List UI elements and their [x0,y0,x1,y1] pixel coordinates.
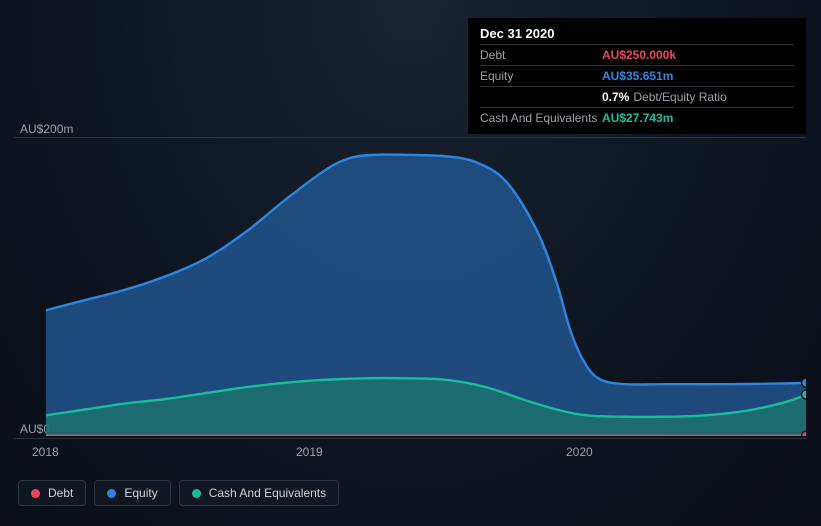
tooltip-row-label: Debt [480,48,602,62]
legend-label: Debt [48,486,73,500]
x-axis-label: 2019 [296,445,323,459]
tooltip-row-label [480,90,602,104]
tooltip-row-value: AU$27.743m [602,111,673,125]
legend-label: Equity [124,486,157,500]
cash-end-marker-icon [802,390,807,399]
legend-dot-icon [192,489,201,498]
tooltip-row: DebtAU$250.000k [480,44,794,65]
x-axis: 201820192020 [14,438,806,452]
tooltip-row-value: AU$250.000k [602,48,676,62]
tooltip-date: Dec 31 2020 [480,26,794,44]
tooltip-row: 0.7%Debt/Equity Ratio [480,86,794,107]
chart-area[interactable] [46,140,806,436]
tooltip-row: Cash And EquivalentsAU$27.743m [480,107,794,128]
y-axis-top-label: AU$200m [20,122,73,136]
tooltip-row-label: Cash And Equivalents [480,111,602,125]
legend-dot-icon [107,489,116,498]
gridline-top [14,137,806,138]
area-chart-svg [46,140,806,436]
x-axis-label: 2020 [566,445,593,459]
tooltip-row-suffix: Debt/Equity Ratio [633,90,726,104]
tooltip-row: EquityAU$35.651m [480,65,794,86]
chart-tooltip: Dec 31 2020 DebtAU$250.000kEquityAU$35.6… [468,18,806,134]
tooltip-row-label: Equity [480,69,602,83]
tooltip-row-value: AU$35.651m [602,69,673,83]
legend-item[interactable]: Cash And Equivalents [179,480,339,506]
legend-label: Cash And Equivalents [209,486,326,500]
legend-item[interactable]: Debt [18,480,86,506]
tooltip-row-value: 0.7%Debt/Equity Ratio [602,90,727,104]
equity-end-marker-icon [802,378,807,387]
legend: Debt Equity Cash And Equivalents [18,480,339,506]
x-axis-label: 2018 [32,445,59,459]
legend-dot-icon [31,489,40,498]
legend-item[interactable]: Equity [94,480,170,506]
